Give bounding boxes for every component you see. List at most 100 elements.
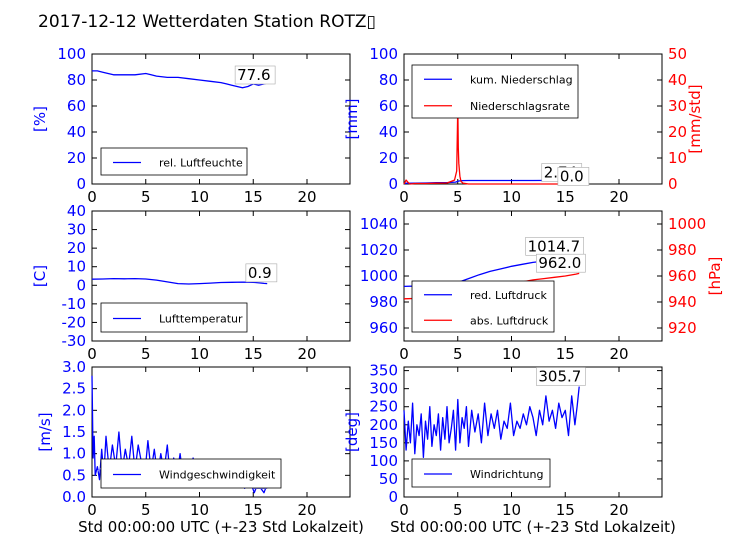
y-right-tick-label: 40 [668,71,687,89]
y-right-tick-label: 920 [668,319,697,337]
y-tick-label: 10 [67,258,86,276]
y-tick-label: 1020 [360,241,398,259]
y-tick-label: 0 [388,488,398,506]
annotation-box [536,367,586,386]
y-tick-label: 20 [67,239,86,257]
x-tick-label: 10 [502,345,521,363]
y-right-tick-label: 20 [668,123,687,141]
x-tick-label: 20 [609,345,628,363]
y-right-tick-label: 980 [668,241,697,259]
y-tick-label: 250 [369,398,398,416]
legend: red. Luftdruck abs. Luftdruck [411,280,555,333]
x-tick-label: 5 [141,188,151,206]
y-tick-label: 960 [369,319,398,337]
x-tick-label: 5 [453,501,463,519]
y-tick-label: -20 [62,313,87,331]
y-right-tick-label: 50 [668,45,687,63]
x-tick-label: 20 [297,345,316,363]
x-tick-label: 0 [399,345,409,363]
annotation-label: 305.7 [538,367,581,385]
figure-title: 2017-12-12 Wetterdaten Station ROTZ▯ [38,12,376,32]
x-tick-label: 15 [244,188,263,206]
legend-box [411,64,579,119]
x-tick-label: 15 [556,345,575,363]
legend-label: Lufttemperatur [159,313,243,326]
x-tick-label: 20 [297,501,316,519]
chart-wind_speed: 0 5 10 15 20 0.0 0.5 1.0 1.5 2.0 2.5 3.0 [m/s] Std 00… [36,358,364,536]
y-axis-label: [deg] [343,412,361,452]
y-tick-label: 40 [67,202,86,220]
legend-label: red. Luftdruck [470,289,547,302]
legend-label: kum. Niederschlag [470,73,573,86]
legend: Lufttemperatur [100,302,248,333]
y-right-tick-label: 960 [668,267,697,285]
y-axis-label: [%] [31,106,49,132]
x-axis-label: Std 00:00:00 UTC (+-23 Std Lokalzeit) [390,518,676,536]
x-tick-label: 0 [399,501,409,519]
y-tick-label: 0 [76,175,86,193]
legend-label: rel. Luftfeuchte [159,157,243,170]
series-line-lufttemperatur [91,277,268,285]
annotation-box [536,253,586,273]
x-axis-label: Std 00:00:00 UTC (+-23 Std Lokalzeit) [78,518,364,536]
y-tick-label: 80 [67,71,86,89]
legend-box [411,458,551,488]
y-tick-label: 1000 [360,267,398,285]
chart-humidity: 0 5 10 15 20 0 20 40 60 80 100 [%] rel. Luftfeuchte 7… [31,45,351,206]
annotation-label: 77.6 [237,66,270,84]
x-tick-label: 15 [556,188,575,206]
y-right-tick-label: 1000 [668,215,706,233]
y-tick-label: 60 [379,97,398,115]
legend-box [100,302,248,333]
y-right-tick-label: 30 [668,97,687,115]
legend-label: Niederschlagsrate [470,100,570,113]
series-line-rel-luftfeuchte [92,70,268,89]
x-tick-label: 15 [244,501,263,519]
y-tick-label: 1.5 [62,423,86,441]
annotation-box [234,65,276,85]
y-tick-label: 0.0 [62,488,86,506]
annotation-box [245,263,278,283]
annotation-label: 0.9 [248,264,272,282]
legend: Windrichtung [411,458,551,488]
x-tick-label: 0 [87,188,97,206]
y-tick-label: 1.0 [62,445,86,463]
x-tick-label: 10 [502,501,521,519]
y-tick-label: 40 [379,123,398,141]
y-right-axis-label: [mm/std] [686,84,704,153]
y-tick-label: 100 [369,45,398,63]
annotation-label: 1014.7 [528,237,581,255]
y-axis-label: [m/s] [36,412,54,451]
legend: Windgeschwindigkeit [100,458,282,489]
x-tick-label: 5 [141,501,151,519]
y-tick-label: 40 [67,123,86,141]
x-tick-label: 5 [141,345,151,363]
y-tick-label: 3.0 [62,358,86,376]
legend-box [411,280,555,333]
y-tick-label: 80 [379,71,398,89]
y-tick-label: 200 [369,416,398,434]
x-tick-label: 5 [453,188,463,206]
x-tick-label: 0 [399,188,409,206]
x-tick-label: 0 [87,345,97,363]
x-tick-label: 0 [87,501,97,519]
legend-box [100,147,248,176]
series-line-niederschlagsrate [403,105,580,185]
legend-label: Windrichtung [470,468,543,481]
y-tick-label: 2.5 [62,380,86,398]
x-tick-label: 10 [190,501,209,519]
y-tick-label: 0 [388,175,398,193]
x-tick-label: 5 [453,345,463,363]
y-right-tick-label: 0 [668,175,678,193]
x-tick-label: 15 [556,501,575,519]
y-tick-label: 150 [369,434,398,452]
y-axis-label: [mm] [343,99,361,140]
chart-precipitation: 0 5 10 15 20 0 20 40 60 80 100 0 10 20 30 40 50 [mm] [mm/s… [343,45,704,206]
y-right-tick-label: 10 [668,149,687,167]
y-tick-label: 100 [369,452,398,470]
y-tick-label: 300 [369,380,398,398]
y-tick-label: 20 [67,149,86,167]
x-tick-label: 10 [190,345,209,363]
